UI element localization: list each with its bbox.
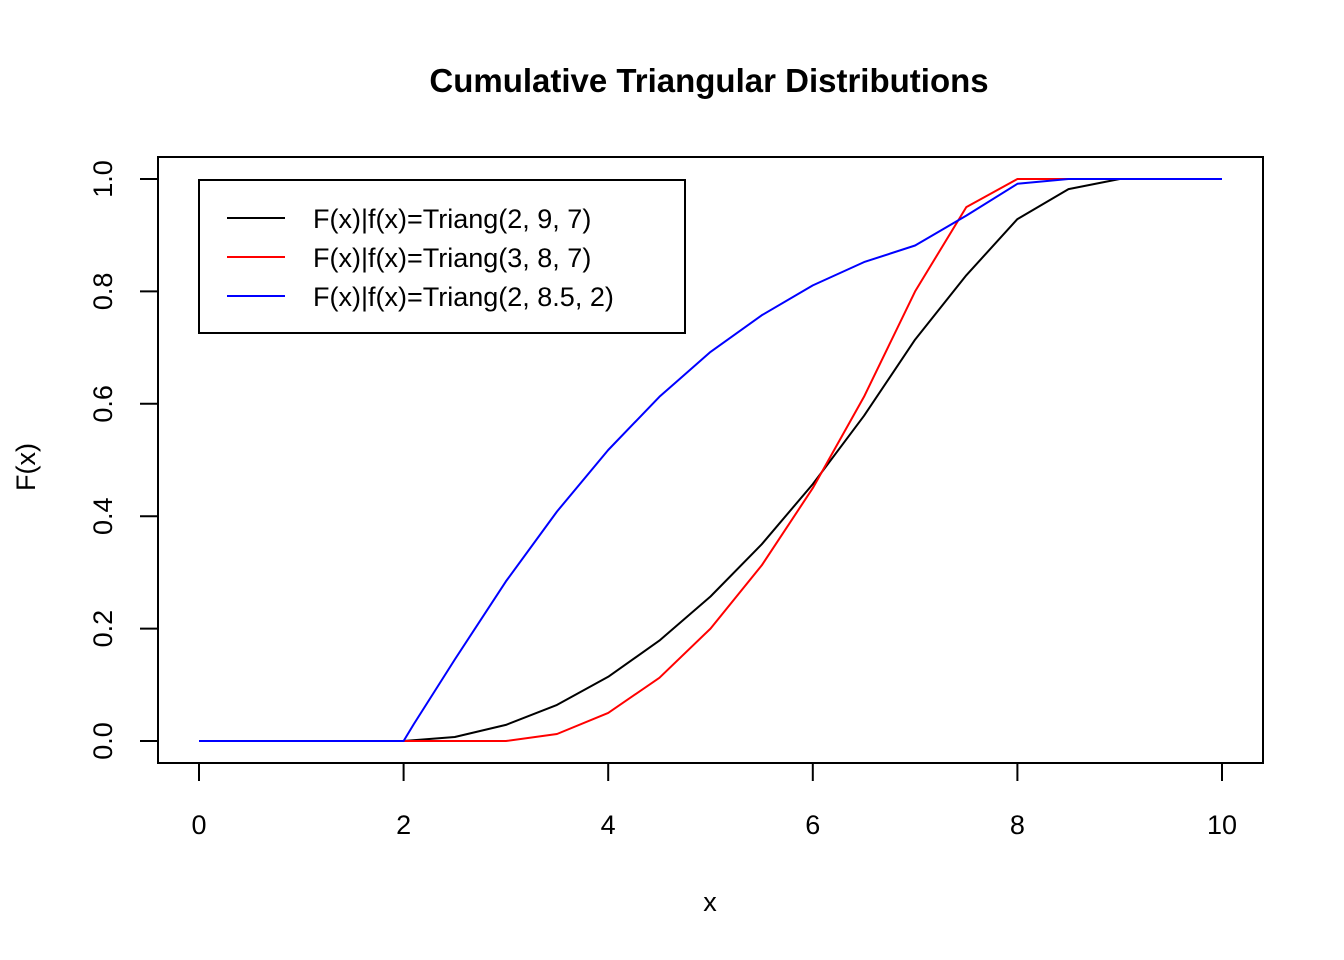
legend-label-0: F(x)|f(x)=Triang(2, 9, 7) [313,204,591,234]
x-tick-label: 8 [1010,810,1025,840]
x-tick-label: 4 [601,810,616,840]
y-tick-label: 0.2 [88,610,118,648]
series-line-2 [199,178,1222,742]
series-lines [199,178,1222,742]
chart-title: Cumulative Triangular Distributions [429,62,988,99]
x-tick-label: 0 [191,810,206,840]
y-tick-label: 0.0 [88,722,118,760]
y-axis: 0.0 0.2 0.4 0.6 0.8 1.0 [88,160,159,760]
x-tick-label: 2 [396,810,411,840]
y-tick-label: 1.0 [88,160,118,198]
x-tick-label: 10 [1207,810,1237,840]
y-tick-label: 0.6 [88,385,118,423]
y-axis-label: F(x) [11,443,41,491]
legend-label-1: F(x)|f(x)=Triang(3, 8, 7) [313,243,591,273]
x-axis: 0 2 4 6 8 10 [191,762,1237,840]
x-tick-label: 6 [805,810,820,840]
y-tick-label: 0.8 [88,273,118,311]
legend-label-2: F(x)|f(x)=Triang(2, 8.5, 2) [313,282,614,312]
y-tick-label: 0.4 [88,497,118,535]
x-axis-label: x [703,887,717,917]
legend: F(x)|f(x)=Triang(2, 9, 7) F(x)|f(x)=Trian… [198,179,686,334]
